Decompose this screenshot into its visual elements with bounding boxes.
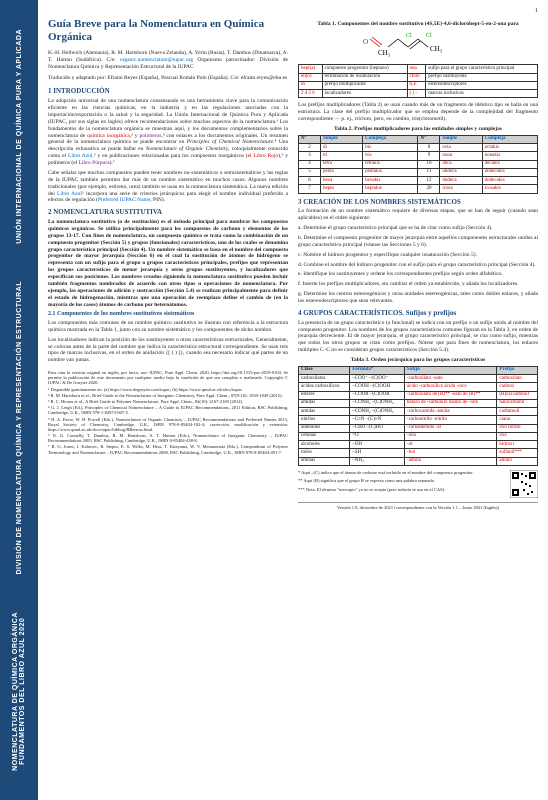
p-grup: La presencia de un grupo característico … <box>298 320 538 354</box>
authors: K.-H. Hellwich (Alemania), R. M. Hartsho… <box>48 50 288 71</box>
sidebar-bot: NOMENCLATURA DE QUÍMICA ORGÁNICA FUNDAME… <box>12 612 26 771</box>
h-crea: 3 CREACIÓN DE LOS NOMBRES SISTEMÁTICOS <box>298 198 538 207</box>
step-c: c. Nombre el hidruro progenitor y especi… <box>298 252 538 259</box>
p-crea: La formación de un nombre sistemático re… <box>298 208 538 222</box>
svg-text:CH₃: CH₃ <box>378 49 391 57</box>
step-f: f. Inserte los prefijos multiplicadores,… <box>298 281 538 288</box>
qr-code-icon <box>510 470 538 498</box>
molecule-diagram: O CH₃ Cl Cl CH₃ <box>298 29 538 62</box>
h-comp: 2.1 Componentes de los nombres sustituti… <box>48 311 288 319</box>
svg-text:Cl: Cl <box>426 33 432 39</box>
sidebar-top: UNIÓN INTERNACIONAL DE QUÍMICA PURA Y AP… <box>16 29 23 244</box>
step-e: e. Identifique los sustituyentes y orden… <box>298 271 538 278</box>
footer: Versión 1.0, diciembre de 2021 (correspo… <box>298 502 538 511</box>
main-content: 1 Guía Breve para la Nomenclatura en Quí… <box>38 0 548 800</box>
sidebar-mid: DIVISIÓN DE NOMENCLATURA QUÍMICA Y REPRE… <box>16 281 23 575</box>
left-column: Guía Breve para la Nomenclatura en Quími… <box>48 18 288 511</box>
svg-text:CH₃: CH₃ <box>430 45 443 53</box>
p-mult: Los prefijos multiplicadores (Tabla 2) s… <box>298 102 538 123</box>
tbl3-title: Tabla 3. Orden jerárquico para los grupo… <box>298 357 538 364</box>
svg-text:O: O <box>363 38 368 46</box>
p-sust: La nomenclatura sustitutiva (o de sustit… <box>48 219 288 308</box>
p-intro-b: Cabe señalar que muchos compuestos puede… <box>48 170 288 204</box>
table-1: hept(a)compuesto progenitor (heptano)ona… <box>298 64 538 98</box>
sidebar: UNIÓN INTERNACIONAL DE QUÍMICA PURA Y AP… <box>0 0 38 800</box>
page-number: 1 <box>48 8 538 16</box>
step-b: b. Determine el compuesto progenitor de … <box>298 235 538 249</box>
h-intro: 1 INTRODUCCIÓN <box>48 87 288 96</box>
p-comp2: Los localizadores indican la posición de… <box>48 337 288 365</box>
svg-text:Cl: Cl <box>406 33 412 39</box>
h-sust: 2 NOMENCLATURA SUSTITUTIVA <box>48 208 288 217</box>
step-g: g. Determine los centros estereogénicos … <box>298 291 538 305</box>
references: Para citar la versión original en inglés… <box>48 370 288 455</box>
table-2: NºSimpleComplejaNºSimpleCompleja 2dibis8… <box>298 135 538 194</box>
title: Guía Breve para la Nomenclatura en Quími… <box>48 18 288 44</box>
p-comp: Los componentes más comunes de un nombre… <box>48 320 288 334</box>
right-column: Tabla 1. Componentes del nombre sustitut… <box>298 18 538 511</box>
table-notes: * Aquí –(C) indica que el átomo de carbo… <box>298 470 538 492</box>
table-3: ClaseFórmula*SufijoPrefijo carboxilatos–… <box>298 366 538 466</box>
tbl1-title: Tabla 1. Componentes del nombre sustitut… <box>298 21 538 28</box>
step-d: d. Combine el nombre del hidruro progeni… <box>298 262 538 269</box>
tbl2-title: Tabla 2. Prefijos multiplicadores para l… <box>298 126 538 133</box>
translators: Traducido y adaptado por: Efraím Reyes (… <box>48 75 288 82</box>
p-intro: La adopción universal de una nomenclatur… <box>48 98 288 167</box>
h-grup: 4 GRUPOS CARACTERÍSTICOS. Sufijos y pref… <box>298 309 538 318</box>
step-a: a. Determine el grupo característico pri… <box>298 225 538 232</box>
